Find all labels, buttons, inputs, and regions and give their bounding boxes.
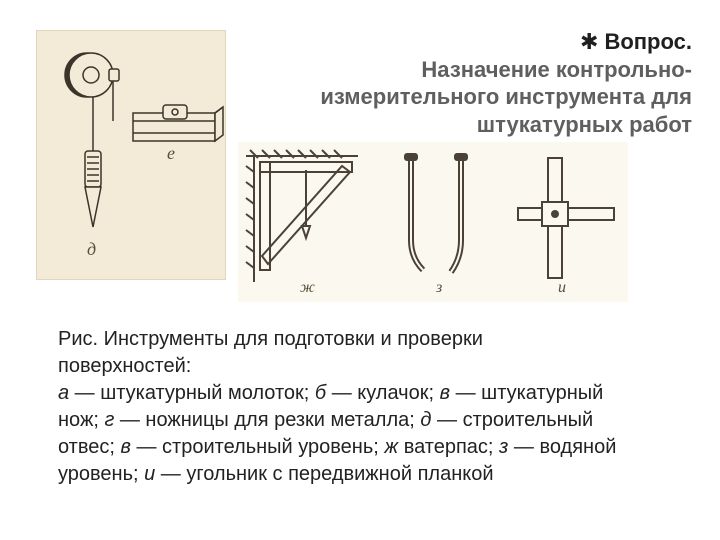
caption-letter: а (58, 382, 69, 404)
slide-root: ✱Вопрос. Назначение контрольно- измерите… (0, 0, 720, 540)
caption-letter: б (315, 382, 326, 404)
caption-items: а — штукатурный молоток; б — кулачок; в … (58, 382, 616, 485)
caption-text: — кулачок; (326, 382, 439, 404)
title-question: Вопрос. (604, 29, 692, 54)
caption-letter: г (104, 409, 114, 431)
left-illustration: д е (36, 30, 226, 280)
caption-text: — строительный уровень; (131, 436, 384, 458)
tools-row-drawing: ж з и (238, 142, 628, 302)
caption-letter: и (144, 463, 155, 485)
caption-letter: з (499, 436, 508, 458)
label-zh-text: ж (300, 279, 315, 296)
caption-text: — ножницы для резки металла; (114, 409, 420, 431)
caption-letter: д (420, 409, 431, 431)
label-e: е (167, 143, 175, 164)
caption-letter: в (440, 382, 450, 404)
figure-caption: Рис. Инструменты для подготовки и провер… (58, 326, 618, 488)
caption-letter: в (120, 436, 130, 458)
caption-letter: ж (384, 436, 398, 458)
caption-text: — штукатурный молоток; (69, 382, 315, 404)
title-sub-line3: штукатурных работ (292, 111, 692, 139)
title-sub-line1: Назначение контрольно- (292, 56, 692, 84)
plumb-and-level-drawing (37, 31, 227, 281)
label-z-text: з (435, 279, 442, 296)
title-sub-line2: измерительного инструмента для (292, 83, 692, 111)
caption-text: ватерпас; (398, 436, 499, 458)
title-block: ✱Вопрос. Назначение контрольно- измерите… (292, 28, 692, 138)
label-d: д (87, 239, 96, 260)
caption-text: — угольник с передвижной планкой (155, 463, 493, 485)
caption-lead: Рис. Инструменты для подготовки и провер… (58, 328, 483, 377)
asterisk-icon: ✱ (580, 29, 598, 54)
label-i-text: и (558, 279, 566, 296)
right-illustration: ж з и (238, 142, 628, 302)
